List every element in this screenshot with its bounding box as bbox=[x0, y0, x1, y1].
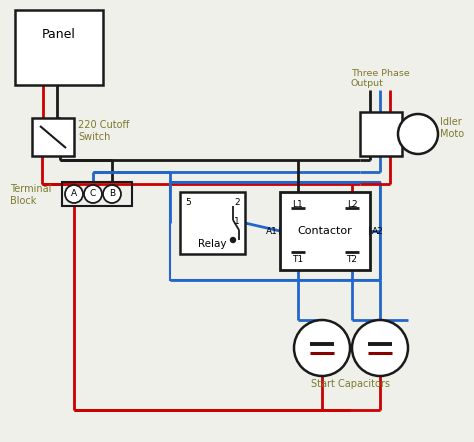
Text: Panel: Panel bbox=[42, 28, 76, 41]
Circle shape bbox=[398, 114, 438, 154]
Text: A: A bbox=[71, 190, 77, 198]
Text: C: C bbox=[90, 190, 96, 198]
Text: A2: A2 bbox=[372, 226, 384, 236]
Text: Start Capacitors: Start Capacitors bbox=[311, 379, 391, 389]
Bar bbox=[62, 182, 132, 206]
Bar bbox=[170, 182, 380, 280]
Text: 1: 1 bbox=[234, 217, 240, 225]
Text: Idler
Moto: Idler Moto bbox=[440, 117, 464, 139]
Circle shape bbox=[65, 185, 83, 203]
Circle shape bbox=[230, 237, 236, 243]
Text: T2: T2 bbox=[346, 255, 357, 264]
Text: Contactor: Contactor bbox=[298, 226, 352, 236]
Text: Relay: Relay bbox=[198, 239, 227, 249]
Text: L2: L2 bbox=[346, 200, 357, 209]
Bar bbox=[280, 192, 370, 270]
Bar bbox=[360, 112, 402, 156]
Circle shape bbox=[103, 185, 121, 203]
Text: 5: 5 bbox=[185, 198, 191, 207]
Circle shape bbox=[84, 185, 102, 203]
Bar bbox=[15, 10, 103, 85]
Bar bbox=[32, 118, 74, 156]
Text: Three Phase
Output: Three Phase Output bbox=[351, 69, 410, 88]
Text: 2: 2 bbox=[234, 198, 240, 207]
Text: L1: L1 bbox=[292, 200, 303, 209]
Bar bbox=[180, 192, 245, 254]
Text: 220 Cutoff
Switch: 220 Cutoff Switch bbox=[78, 120, 129, 141]
Circle shape bbox=[294, 320, 350, 376]
Circle shape bbox=[352, 320, 408, 376]
Text: A1: A1 bbox=[266, 226, 278, 236]
Text: T1: T1 bbox=[292, 255, 303, 264]
Text: B: B bbox=[109, 190, 115, 198]
Text: Terminal
Block: Terminal Block bbox=[10, 184, 51, 206]
